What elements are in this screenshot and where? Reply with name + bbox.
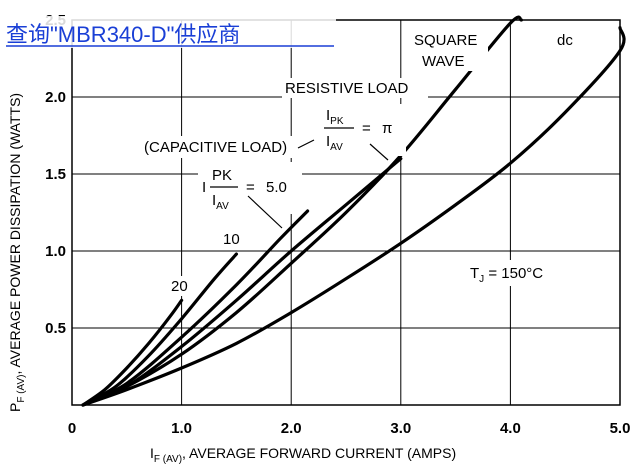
- ratio-5-value: 5.0: [266, 179, 287, 196]
- curve-10: [81, 252, 238, 407]
- ratio-pi-numerator: IPK: [326, 107, 344, 127]
- x-tick-label: 1.0: [171, 420, 192, 437]
- y-axis-label: PF (AV), AVERAGE POWER DISSIPATION (WATT…: [7, 93, 27, 412]
- label-dc: dc: [557, 32, 573, 49]
- y-tick-label: 1.5: [45, 166, 66, 183]
- ratio-pi-value: π: [382, 120, 392, 137]
- label-20: 20: [171, 278, 188, 295]
- label-tj: TJ = 150°C: [470, 265, 543, 285]
- curve-square-wave: [81, 15, 523, 407]
- y-tick-labels: 0.51.01.52.02.5: [45, 12, 66, 337]
- ratio-pi-equals: =: [362, 120, 371, 137]
- supplier-link-bg: [4, 16, 336, 48]
- x-tick-label: 0: [68, 420, 76, 437]
- supplier-link[interactable]: 查询"MBR340-D"供应商: [6, 22, 240, 47]
- leader-pi: [369, 143, 389, 161]
- ratio-pi-denominator: IAV: [326, 133, 343, 153]
- x-tick-label: 3.0: [390, 420, 411, 437]
- leader-5: [247, 195, 283, 229]
- x-tick-labels: 0 1.0 2.0 3.0 4.0 5.0: [68, 420, 631, 437]
- ratio-5-numerator: PK: [212, 167, 232, 184]
- resistive-label-bg: [282, 78, 428, 98]
- ratio-5-equals: =: [246, 179, 255, 196]
- x-tick-label: 4.0: [500, 420, 521, 437]
- label-10-bg: [220, 229, 246, 249]
- ratio-5-denominator: IAV: [212, 192, 229, 212]
- label-resistive-load: RESISTIVE LOAD: [285, 80, 409, 97]
- square-label-bg: [408, 29, 488, 71]
- curve-dc: [81, 26, 626, 407]
- label-square: SQUARE: [414, 32, 477, 49]
- x-tick-label: 5.0: [610, 420, 631, 437]
- y-tick-label: 1.0: [45, 243, 66, 260]
- ratio-5-prefix: I: [202, 179, 206, 196]
- label-capacitive-load: (CAPACITIVE LOAD): [144, 139, 287, 156]
- y-tick-label: 0.5: [45, 320, 66, 337]
- x-tick-label: 2.0: [281, 420, 302, 437]
- curve-20: [81, 298, 184, 407]
- label-20-bg: [168, 276, 194, 296]
- ratio-5-bg: [198, 162, 302, 214]
- curves: [81, 15, 626, 407]
- ratio-pi-bg: [314, 104, 406, 156]
- x-axis-label: IF (AV), AVERAGE FORWARD CURRENT (AMPS): [150, 445, 456, 465]
- tj-label-bg: [466, 260, 566, 286]
- label-wave: WAVE: [422, 53, 465, 70]
- label-10: 10: [223, 231, 240, 248]
- plot-frame: [71, 19, 621, 406]
- dc-label-bg: [553, 29, 581, 49]
- curve-5-0: [81, 209, 310, 407]
- leader-capacitive: [297, 139, 315, 149]
- capacitive-label-bg: [140, 136, 312, 158]
- y-tick-label: 2.0: [45, 89, 66, 106]
